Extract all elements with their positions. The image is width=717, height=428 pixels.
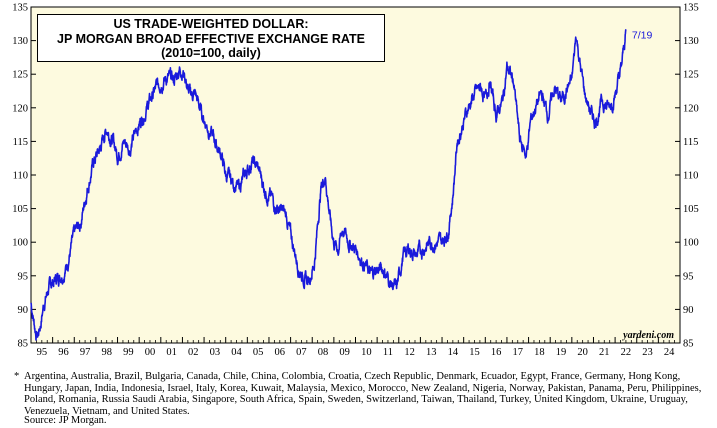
x-tick-label: 96: [58, 347, 69, 358]
x-tick-label: 02: [188, 347, 199, 358]
source-note: Source: JP Morgan.: [24, 415, 107, 426]
x-tick-label: 09: [339, 347, 350, 358]
x-tick-label: 07: [296, 347, 307, 358]
y-tick-label-right: 110: [683, 171, 698, 182]
source-watermark: yardeni.com: [622, 330, 674, 341]
x-tick-label: 17: [513, 347, 524, 358]
x-tick-label: 08: [318, 347, 329, 358]
y-tick-label-right: 135: [683, 3, 699, 14]
plot-area: [30, 6, 681, 344]
x-tick-label: 03: [210, 347, 221, 358]
y-tick-label-left: 90: [18, 305, 29, 316]
x-tick-label: 97: [80, 347, 91, 358]
y-tick-label-left: 100: [12, 238, 28, 249]
y-tick-label-left: 120: [12, 103, 28, 114]
series-line-dollar-index: [30, 29, 627, 341]
x-tick-label: 24: [664, 347, 675, 358]
x-tick-label: 12: [404, 347, 415, 358]
y-tick-label-right: 85: [683, 339, 694, 350]
y-tick-label-right: 125: [683, 70, 699, 81]
x-tick-label: 13: [426, 347, 437, 358]
x-tick-label: 16: [491, 347, 502, 358]
x-axis-labels: 95 96 97 98 99 00 01 02 03 04 05 06 07 08 09 10 11 12 13 14…: [37, 347, 676, 358]
y-tick-label-right: 130: [683, 36, 699, 47]
end-date-label: 7/19: [632, 30, 653, 42]
x-tick-label: 20: [577, 347, 588, 358]
y-tick-label-left: 130: [12, 36, 28, 47]
x-tick-label: 04: [231, 347, 242, 358]
chart-subtitle: JP MORGAN BROAD EFFECTIVE EXCHANGE RATE: [57, 31, 365, 46]
x-tick-label: 06: [275, 347, 286, 358]
y-tick-label-left: 125: [12, 70, 28, 81]
y-tick-label-left: 85: [18, 339, 29, 350]
x-tick-label: 99: [123, 347, 134, 358]
axis-ticks: [30, 6, 680, 344]
chart-title: US TRADE-WEIGHTED DOLLAR:: [113, 17, 309, 31]
x-tick-label: 23: [642, 347, 653, 358]
y-tick-label-left: 110: [13, 171, 28, 182]
x-tick-label: 15: [469, 347, 480, 358]
y-tick-label-right: 95: [683, 271, 694, 282]
x-tick-label: 00: [145, 347, 156, 358]
chart-title-box: US TRADE-WEIGHTED DOLLAR: JP MORGAN BROA…: [37, 14, 385, 62]
left-axis-labels: 85 90 95 100 105 110 115 120 125 130 135: [12, 3, 28, 350]
x-tick-label: 10: [361, 347, 372, 358]
x-tick-label: 19: [556, 347, 567, 358]
x-tick-label: 95: [37, 347, 48, 358]
x-tick-label: 14: [448, 347, 459, 358]
x-tick-label: 05: [253, 347, 264, 358]
x-tick-label: 18: [534, 347, 545, 358]
y-tick-label-left: 105: [12, 204, 28, 215]
x-tick-label: 98: [101, 347, 112, 358]
x-tick-label: 01: [166, 347, 177, 358]
y-tick-label-right: 100: [683, 238, 699, 249]
y-tick-label-left: 115: [13, 137, 28, 148]
footnote: * Argentina, Australia, Brazil, Bulgaria…: [14, 371, 704, 417]
x-tick-label: 22: [621, 347, 632, 358]
y-tick-label-left: 135: [12, 3, 28, 14]
footnote-marker: *: [14, 371, 20, 382]
right-axis-labels: 85 90 95 100 105 110 115 120 125 130 135: [683, 3, 699, 350]
footnote-text: Argentina, Australia, Brazil, Bulgaria, …: [24, 371, 702, 417]
y-tick-label-right: 120: [683, 103, 699, 114]
y-tick-label-left: 95: [18, 271, 29, 282]
y-tick-label-right: 105: [683, 204, 699, 215]
x-tick-label: 21: [599, 347, 610, 358]
chart-subtitle-2: (2010=100, daily): [161, 46, 261, 60]
y-tick-label-right: 115: [683, 137, 698, 148]
x-tick-label: 11: [383, 347, 393, 358]
y-tick-label-right: 90: [683, 305, 694, 316]
